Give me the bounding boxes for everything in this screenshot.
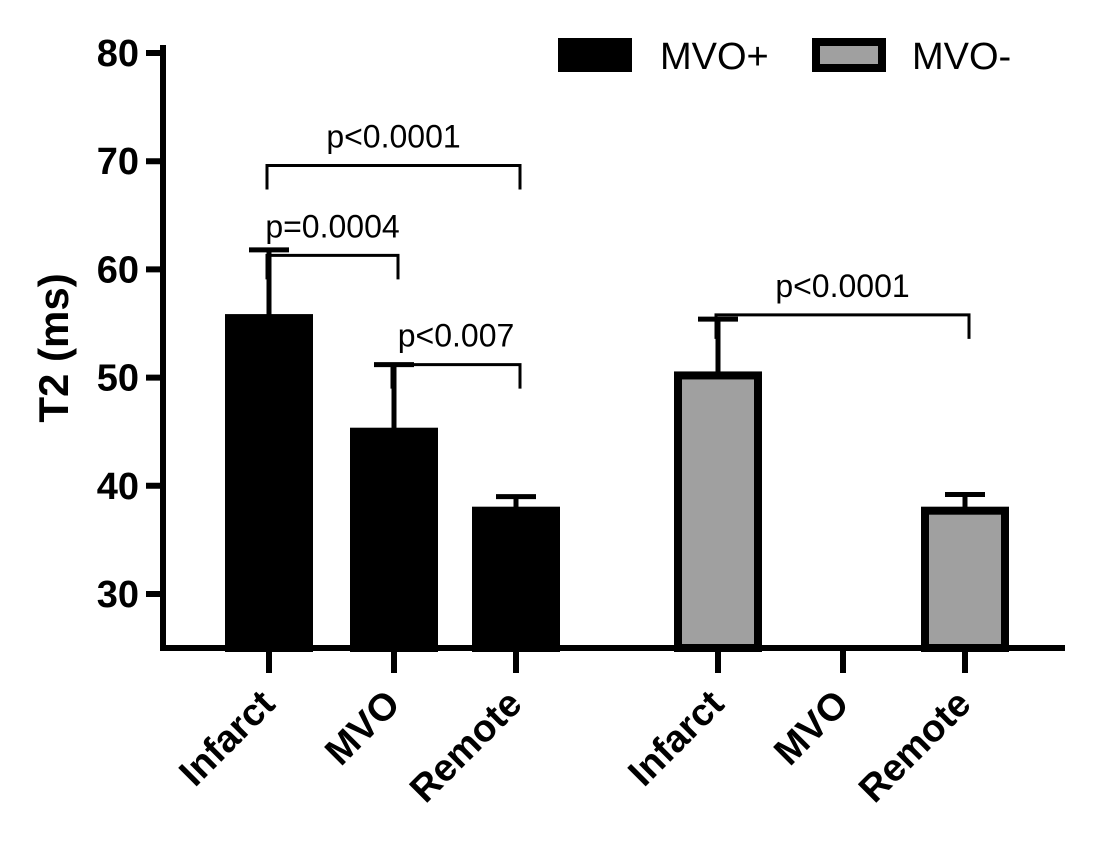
- significance-bracket: [265, 164, 522, 190]
- legend-label: MVO+: [660, 36, 769, 78]
- x-category-label: Infarct: [172, 682, 284, 794]
- p-value-label: p=0.0004: [265, 208, 399, 244]
- x-category-label: MVO: [317, 683, 408, 774]
- significance-bracket: [714, 313, 971, 339]
- bar: [225, 314, 313, 652]
- p-value-label: p<0.0001: [775, 268, 909, 304]
- y-tick-label: 30: [97, 574, 139, 616]
- legend-label: MVO-: [912, 36, 1011, 78]
- y-axis: 30 40 50 60 70 80: [97, 33, 166, 651]
- significance-bracket: [390, 363, 522, 389]
- bars: [225, 247, 1009, 653]
- y-axis-title: T2 (ms): [30, 273, 77, 422]
- significance-brackets: p<0.0001 p=0.0004 p<0.007 p<0.0001: [265, 119, 971, 389]
- bar: [350, 427, 438, 653]
- p-value-label: p<0.0001: [326, 119, 460, 155]
- bar: [921, 506, 1009, 652]
- p-value-label: p<0.007: [398, 318, 515, 354]
- legend-swatch: [558, 38, 632, 72]
- bar: [472, 506, 560, 652]
- legend: MVO+ MVO-: [558, 36, 1011, 78]
- y-tick-label: 50: [97, 358, 139, 400]
- bar: [674, 371, 762, 652]
- x-category-label: Remote: [402, 683, 530, 811]
- y-tick-label: 40: [97, 466, 139, 508]
- y-tick-label: 60: [97, 249, 139, 291]
- x-category-label: Remote: [851, 683, 979, 811]
- x-category-label: MVO: [766, 683, 857, 774]
- significance-bracket: [265, 253, 400, 280]
- y-tick-label: 80: [97, 33, 139, 75]
- legend-swatch: [812, 38, 886, 72]
- y-tick-label: 70: [97, 141, 139, 183]
- x-category-label: Infarct: [621, 682, 733, 794]
